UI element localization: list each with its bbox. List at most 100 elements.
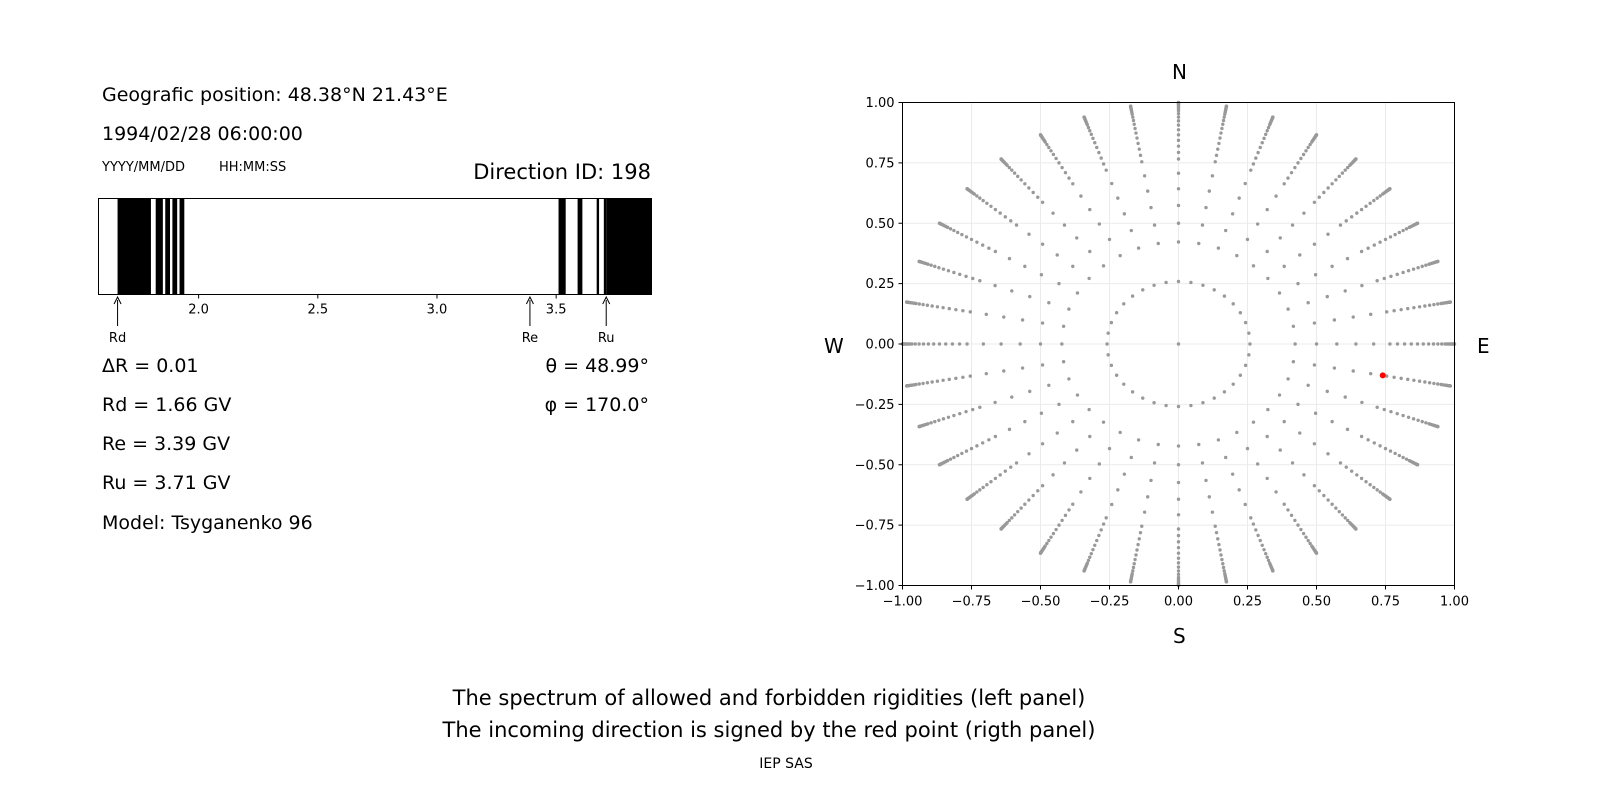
direction-point [1018, 342, 1022, 346]
direction-point [1176, 480, 1181, 485]
direction-point [952, 270, 956, 275]
direction-point [1313, 411, 1318, 415]
direction-point [1218, 136, 1222, 140]
direction-point [1364, 479, 1368, 484]
direction-point [971, 407, 975, 412]
direction-point [1082, 115, 1086, 119]
direction-point [1101, 162, 1106, 166]
direction-point [1110, 181, 1114, 186]
direction-point [1317, 489, 1321, 493]
forbidden-band [606, 198, 652, 295]
direction-point [1067, 508, 1071, 512]
y-tick-label: 0.50 [866, 217, 895, 232]
direction-point [1274, 194, 1278, 198]
direction-point [1359, 476, 1364, 481]
model-name: Model: Tsyganenko 96 [102, 512, 313, 534]
direction-point [1345, 427, 1350, 432]
direction-point [946, 269, 951, 273]
direction-point [1133, 126, 1137, 131]
direction-point [1149, 205, 1153, 210]
x-tick-label: 0.25 [1233, 595, 1262, 610]
direction-point [1243, 363, 1248, 368]
direction-point [1176, 157, 1181, 161]
direction-point [1075, 236, 1079, 240]
direction-point [935, 379, 940, 383]
direction-point [1099, 156, 1103, 160]
direction-point [1130, 390, 1135, 394]
direction-point [1122, 382, 1126, 386]
direction-point [1420, 419, 1424, 424]
direction-point [1364, 204, 1368, 209]
direction-point [1344, 465, 1348, 469]
direction-point [1088, 207, 1092, 212]
direction-point [1131, 118, 1136, 123]
direction-point [989, 479, 993, 484]
direction-point [1299, 156, 1303, 161]
direction-point [961, 375, 965, 379]
direction-point [1176, 128, 1181, 132]
direction-point [964, 449, 969, 453]
direction-point [1277, 393, 1282, 397]
direction-point [1040, 363, 1045, 367]
direction-point [989, 204, 993, 209]
direction-point [1132, 122, 1136, 126]
forbidden-band [179, 198, 185, 295]
direction-point [1152, 283, 1156, 287]
direction-point [1388, 187, 1392, 191]
direction-point [1286, 508, 1290, 512]
direction-point [1351, 369, 1355, 373]
direction-point [1266, 407, 1270, 412]
direction-point [1152, 401, 1156, 405]
direction-point [1009, 219, 1013, 223]
direction-point [1291, 324, 1296, 328]
caption-line-2: The incoming direction is signed by the … [442, 718, 1096, 742]
direction-point [946, 415, 951, 419]
direction-point [954, 307, 958, 312]
direction-point [1176, 545, 1181, 550]
direction-point [1101, 420, 1106, 424]
direction-point [1359, 207, 1364, 212]
direction-point [1230, 472, 1235, 476]
direction-point [931, 342, 936, 346]
direction-point [1424, 421, 1428, 425]
direction-point [1118, 253, 1122, 258]
direction-point [1312, 321, 1317, 325]
direction-point [1176, 111, 1181, 116]
direction-point [1136, 438, 1141, 442]
direction-point [1264, 551, 1268, 556]
direction-point [1235, 430, 1239, 435]
direction-point [1395, 411, 1399, 416]
direction-point [1088, 434, 1092, 439]
direction-point [1093, 543, 1097, 547]
direction-point [1420, 264, 1424, 269]
direction-point [1067, 176, 1071, 180]
direction-point [1245, 237, 1250, 242]
x-tick-label: 1.00 [1440, 595, 1469, 610]
direction-point [1393, 232, 1397, 237]
direction-point [1216, 438, 1221, 442]
direction-point [1296, 523, 1300, 527]
x-tick-label: 0.75 [1371, 595, 1400, 610]
direction-point [1301, 152, 1306, 157]
y-tick-label: −1.00 [855, 579, 895, 594]
direction-point [1003, 469, 1008, 473]
direction-point [993, 434, 998, 439]
direction-point [1378, 490, 1382, 494]
spectrum-tick-label: 2.0 [188, 303, 209, 318]
direction-point [1254, 528, 1258, 532]
direction-point [1301, 531, 1306, 536]
direction-point [1075, 448, 1079, 452]
direction-point [1322, 493, 1326, 498]
direction-point [1219, 131, 1223, 135]
incoming-direction-point [1379, 372, 1386, 379]
direction-point [933, 419, 937, 424]
direction-point [944, 342, 948, 346]
direction-point [1091, 547, 1095, 552]
direction-point [1057, 161, 1061, 165]
direction-point [1141, 288, 1145, 292]
direction-point [1314, 342, 1319, 346]
marker-arrowhead [113, 295, 122, 305]
direction-point [1176, 565, 1181, 569]
direction-point [1382, 407, 1386, 412]
direction-point [1118, 430, 1122, 435]
